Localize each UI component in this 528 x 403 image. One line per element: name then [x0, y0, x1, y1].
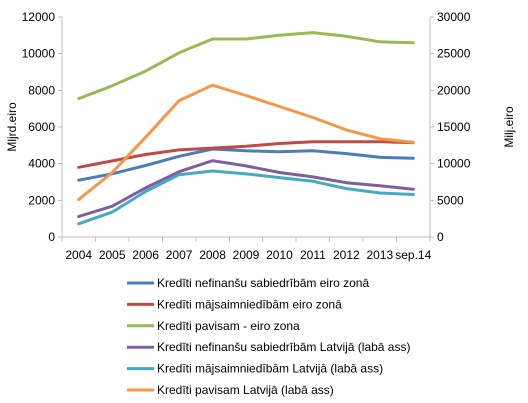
- series-line-3: [77, 31, 415, 101]
- left-y-tick-label: 10000: [22, 47, 56, 61]
- right-y-tick-label: 15000: [437, 120, 471, 134]
- series-line-1: [77, 147, 415, 182]
- left-y-tick-labels: 0 2000 4000 6000 8000 10000 12000: [22, 10, 62, 244]
- right-y-tick-label: 10000: [437, 157, 471, 171]
- x-tick-label: 2006: [132, 248, 159, 262]
- x-tick-label: 2009: [233, 248, 260, 262]
- x-tick-label: sep.14: [395, 248, 431, 262]
- legend-label-2: Kredīti mājsaimniedībām eiro zonā: [157, 297, 342, 311]
- series-line-6: [77, 83, 415, 202]
- left-y-tick-label: 6000: [28, 120, 55, 134]
- legend-label-1: Kredīti nefinanšu sabiedrībām eiro zonā: [157, 276, 369, 290]
- x-tick-label: 2013: [366, 248, 393, 262]
- x-tick-labels: 2004 2005 2006 2007 2008 2009 2010 2011 2012 2013…: [61, 237, 432, 262]
- legend-label-6: Kredīti pavisam Latvijā (labā ass): [157, 383, 334, 397]
- left-y-tick-label: 8000: [28, 83, 55, 97]
- left-y-tick-label: 2000: [28, 193, 55, 207]
- right-y-tick-label: 0: [437, 230, 444, 244]
- right-y-axis-title: Milj.eiro: [502, 106, 516, 148]
- right-y-tick-label: 20000: [437, 83, 471, 97]
- left-y-tick-label: 12000: [22, 10, 56, 24]
- right-y-tick-labels: 0 5000 10000 15000 20000 25000 30000: [430, 10, 471, 244]
- x-tick-label: 2010: [266, 248, 293, 262]
- x-tick-label: 2004: [65, 248, 92, 262]
- legend-label-4: Kredīti nefinanšu sabiedrībām Latvijā (l…: [157, 340, 410, 354]
- right-y-tick-label: 5000: [437, 193, 464, 207]
- right-y-tick-label: 30000: [437, 10, 471, 24]
- x-tick-label: 2005: [99, 248, 126, 262]
- x-tick-label: 2012: [333, 248, 360, 262]
- x-tick-label: 2007: [166, 248, 193, 262]
- legend: Kredīti nefinanšu sabiedrībām eiro zonā K…: [127, 276, 410, 397]
- series-line-2: [77, 140, 415, 169]
- series-line-4: [77, 159, 415, 218]
- legend-label-5: Kredīti mājsaimniedībām Latvijā (labā as…: [157, 362, 383, 376]
- series-lines: [77, 31, 415, 226]
- legend-label-3: Kredīti pavisam - eiro zona: [157, 319, 300, 333]
- left-y-tick-label: 4000: [28, 157, 55, 171]
- left-y-axis-title: Mljrd.eiro: [5, 102, 19, 152]
- right-y-tick-label: 25000: [437, 47, 471, 61]
- left-y-tick-label: 0: [48, 230, 55, 244]
- series-line-5: [77, 169, 415, 226]
- x-tick-label: 2008: [199, 248, 226, 262]
- x-tick-label: 2011: [300, 248, 326, 262]
